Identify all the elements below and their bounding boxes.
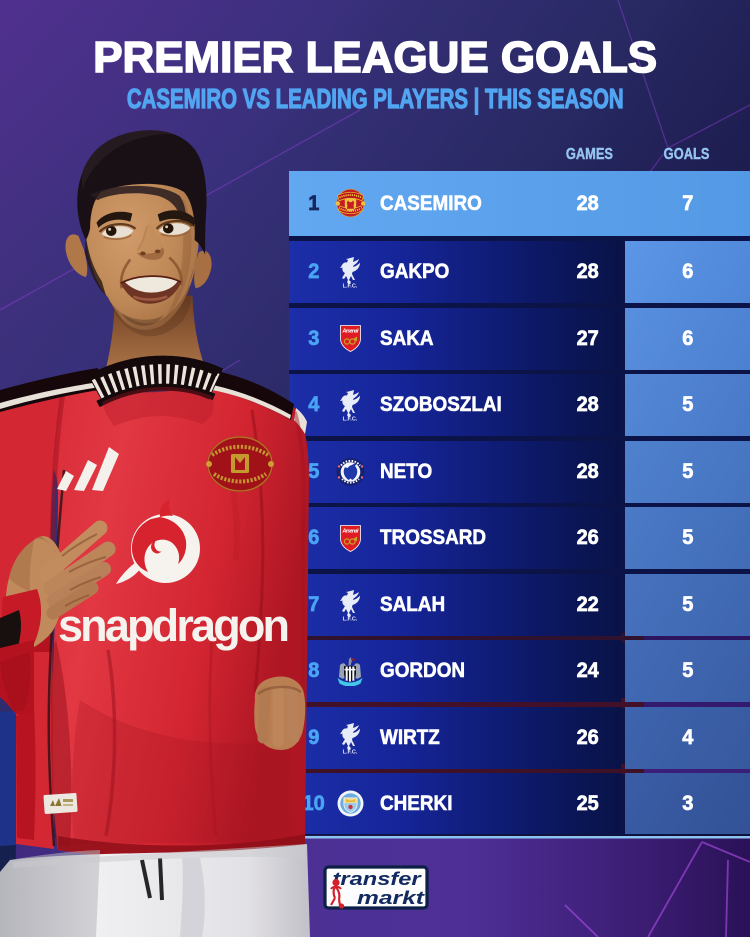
svg-text:transfer: transfer <box>333 868 423 889</box>
svg-text:L.F.C.: L.F.C. <box>343 417 358 422</box>
svg-text:Arsenal: Arsenal <box>341 329 359 335</box>
svg-text:L.F.C.: L.F.C. <box>343 284 358 289</box>
svg-text:L.F.C.: L.F.C. <box>343 616 358 621</box>
svg-text:markt: markt <box>357 887 425 908</box>
svg-text:L.F.C.: L.F.C. <box>343 749 358 754</box>
svg-text:snapdragon: snapdragon <box>58 600 290 651</box>
svg-text:Arsenal: Arsenal <box>341 528 359 534</box>
